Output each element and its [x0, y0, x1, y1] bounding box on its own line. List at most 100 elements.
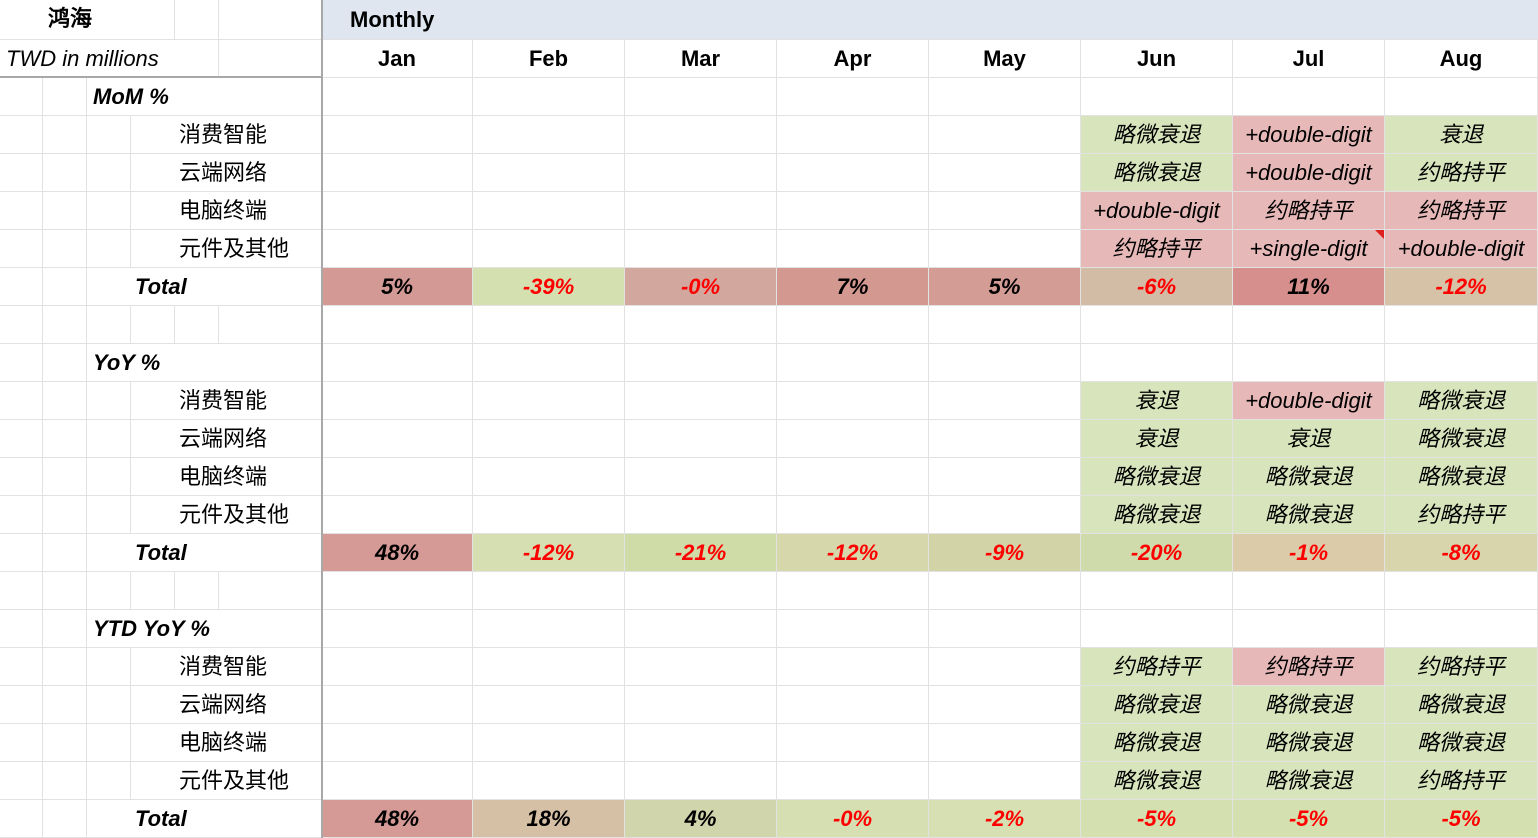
grid-cell[interactable] — [1385, 610, 1538, 648]
total-label[interactable]: Total — [131, 534, 322, 572]
segment-value-cell[interactable]: 略微衰退 — [1081, 496, 1233, 534]
segment-value-cell[interactable]: 略微衰退 — [1233, 762, 1385, 800]
grid-cell[interactable] — [87, 572, 131, 610]
grid-cell[interactable] — [43, 686, 87, 724]
grid-cell[interactable] — [87, 496, 131, 534]
total-value-cell[interactable]: 5% — [322, 268, 473, 306]
segment-value-cell[interactable] — [777, 648, 929, 686]
segment-value-cell[interactable] — [777, 420, 929, 458]
grid-cell[interactable] — [87, 724, 131, 762]
segment-value-cell[interactable] — [777, 154, 929, 192]
grid-cell[interactable] — [175, 572, 219, 610]
grid-cell[interactable] — [0, 420, 43, 458]
segment-value-cell[interactable] — [777, 686, 929, 724]
grid-cell[interactable] — [43, 648, 87, 686]
grid-cell[interactable] — [43, 116, 87, 154]
grid-cell[interactable] — [0, 458, 43, 496]
segment-label[interactable]: 云端网络 — [175, 154, 322, 192]
segment-value-cell[interactable] — [625, 648, 777, 686]
grid-cell[interactable] — [87, 154, 131, 192]
grid-cell[interactable] — [131, 496, 175, 534]
grid-cell[interactable] — [43, 382, 87, 420]
total-value-cell[interactable]: -2% — [929, 800, 1081, 838]
segment-value-cell[interactable] — [929, 686, 1081, 724]
total-value-cell[interactable]: -20% — [1081, 534, 1233, 572]
grid-cell[interactable] — [0, 496, 43, 534]
grid-cell[interactable] — [43, 78, 87, 116]
grid-cell[interactable] — [929, 78, 1081, 116]
segment-value-cell[interactable] — [473, 192, 625, 230]
segment-label[interactable]: 消费智能 — [175, 116, 322, 154]
segment-value-cell[interactable] — [929, 154, 1081, 192]
grid-cell[interactable] — [87, 420, 131, 458]
grid-cell[interactable] — [1081, 344, 1233, 382]
grid-cell[interactable] — [87, 268, 131, 306]
segment-label[interactable]: 元件及其他 — [175, 762, 322, 800]
segment-value-cell[interactable] — [322, 686, 473, 724]
grid-cell[interactable] — [219, 40, 322, 78]
segment-value-cell[interactable] — [777, 724, 929, 762]
segment-value-cell[interactable] — [777, 382, 929, 420]
segment-value-cell[interactable]: +double-digit — [1233, 382, 1385, 420]
grid-cell[interactable] — [1385, 572, 1538, 610]
segment-label[interactable]: 消费智能 — [175, 382, 322, 420]
segment-value-cell[interactable] — [625, 116, 777, 154]
segment-value-cell[interactable]: 衰退 — [1385, 116, 1538, 154]
segment-value-cell[interactable]: 衰退 — [1081, 420, 1233, 458]
month-header-apr[interactable]: Apr — [777, 40, 929, 78]
total-value-cell[interactable]: 11% — [1233, 268, 1385, 306]
grid-cell[interactable] — [625, 78, 777, 116]
grid-cell[interactable] — [87, 458, 131, 496]
segment-value-cell[interactable] — [322, 762, 473, 800]
total-value-cell[interactable]: -5% — [1081, 800, 1233, 838]
grid-cell[interactable] — [175, 0, 219, 40]
segment-value-cell[interactable] — [473, 724, 625, 762]
segment-value-cell[interactable] — [929, 762, 1081, 800]
grid-cell[interactable] — [777, 610, 929, 648]
segment-value-cell[interactable] — [929, 724, 1081, 762]
grid-cell[interactable] — [0, 78, 43, 116]
grid-cell[interactable] — [131, 154, 175, 192]
segment-value-cell[interactable]: 约略持平 — [1081, 648, 1233, 686]
segment-label[interactable]: 电脑终端 — [175, 192, 322, 230]
grid-cell[interactable] — [625, 610, 777, 648]
grid-cell[interactable] — [43, 230, 87, 268]
total-value-cell[interactable]: -1% — [1233, 534, 1385, 572]
month-header-jul[interactable]: Jul — [1233, 40, 1385, 78]
grid-cell[interactable] — [131, 724, 175, 762]
grid-cell[interactable] — [43, 458, 87, 496]
grid-cell[interactable] — [43, 268, 87, 306]
grid-cell[interactable] — [0, 306, 43, 344]
grid-cell[interactable] — [175, 306, 219, 344]
month-header-may[interactable]: May — [929, 40, 1081, 78]
grid-cell[interactable] — [473, 306, 625, 344]
segment-value-cell[interactable]: 略微衰退 — [1233, 686, 1385, 724]
grid-cell[interactable] — [87, 800, 131, 838]
grid-cell[interactable] — [87, 534, 131, 572]
grid-cell[interactable] — [473, 572, 625, 610]
grid-cell[interactable] — [43, 572, 87, 610]
grid-cell[interactable] — [131, 648, 175, 686]
grid-cell[interactable] — [87, 116, 131, 154]
grid-cell[interactable] — [131, 686, 175, 724]
grid-cell[interactable] — [777, 306, 929, 344]
segment-value-cell[interactable]: 略微衰退 — [1081, 154, 1233, 192]
grid-cell[interactable] — [1233, 306, 1385, 344]
segment-value-cell[interactable] — [473, 458, 625, 496]
grid-cell[interactable] — [473, 344, 625, 382]
total-value-cell[interactable]: -9% — [929, 534, 1081, 572]
segment-value-cell[interactable] — [322, 382, 473, 420]
month-header-mar[interactable]: Mar — [625, 40, 777, 78]
segment-value-cell[interactable] — [777, 496, 929, 534]
segment-value-cell[interactable] — [625, 154, 777, 192]
grid-cell[interactable] — [219, 572, 322, 610]
segment-value-cell[interactable]: 略微衰退 — [1385, 458, 1538, 496]
segment-value-cell[interactable]: 略微衰退 — [1385, 382, 1538, 420]
grid-cell[interactable] — [473, 610, 625, 648]
grid-cell[interactable] — [0, 686, 43, 724]
segment-value-cell[interactable]: 约略持平 — [1385, 496, 1538, 534]
grid-cell[interactable] — [1233, 610, 1385, 648]
segment-label[interactable]: 消费智能 — [175, 648, 322, 686]
segment-value-cell[interactable] — [473, 762, 625, 800]
grid-cell[interactable] — [625, 306, 777, 344]
